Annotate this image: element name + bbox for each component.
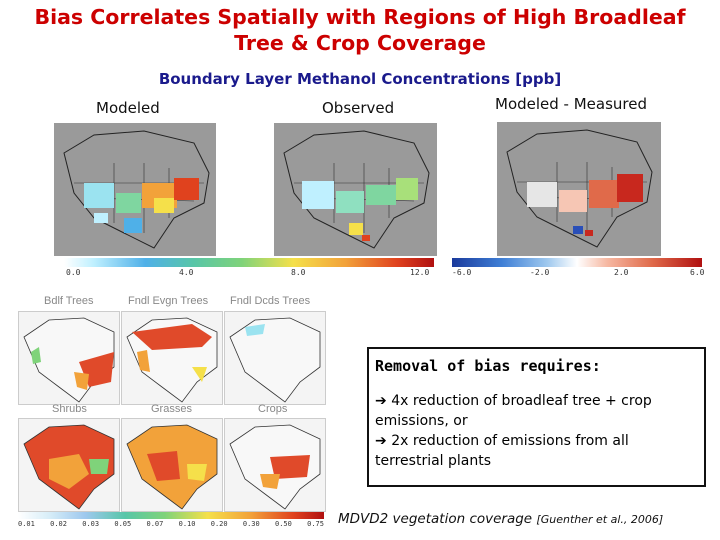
veg-map-crops: [224, 418, 326, 512]
veg-tick-0: 0.01: [18, 520, 35, 528]
observed-methanol-map: [274, 123, 437, 256]
diff-tick-2: 2.0: [614, 268, 629, 277]
conc-tick-3: 12.0: [410, 268, 430, 277]
bias-box-heading: Removal of bias requires:: [375, 357, 601, 375]
vegetation-colorbar: [18, 512, 324, 519]
bias-box-line-1: ➔ 4x reduction of broadleaf tree + crop: [375, 393, 652, 409]
veg-map-needleleaf-deciduous: [224, 311, 326, 405]
credit-main: MDVD2 vegetation coverage: [338, 511, 537, 527]
veg-tick-9: 0.75: [307, 520, 324, 528]
veg-tick-3: 0.05: [114, 520, 132, 528]
veg-label-needleleaf-evergreen: Fndl Evgn Trees: [128, 295, 209, 307]
veg-map-needleleaf-evergreen: [121, 311, 223, 405]
credit-citation: [Guenther et al., 2006]: [536, 513, 664, 526]
arrow-right-icon: ➔: [375, 393, 387, 409]
difference-methanol-map: [497, 122, 661, 256]
conc-tick-2: 8.0: [291, 268, 306, 277]
vegetation-colorbar-ticks: 0.01 0.02 0.03 0.05 0.07 0.10 0.20 0.30 …: [18, 520, 324, 528]
conc-tick-0: 0.0: [66, 268, 81, 277]
veg-label-needleleaf-deciduous: Fndl Dcds Trees: [230, 295, 311, 307]
concentration-colorbar: [64, 258, 434, 267]
figure-subtitle: Boundary Layer Methanol Concentrations […: [158, 70, 562, 88]
veg-map-broadleaf: [18, 311, 120, 405]
bias-box-line-2: ➔ 2x reduction of emissions from all: [375, 433, 629, 449]
diff-tick-3: 6.0: [690, 268, 705, 277]
vegetation-credit: MDVD2 vegetation coverage [Guenther et a…: [338, 511, 663, 527]
bias-box-line-2-cont: terrestrial plants: [375, 453, 492, 469]
slide-title-line-1: Bias Correlates Spatially with Regions o…: [34, 5, 686, 29]
diff-tick-0: -6.0: [452, 268, 472, 277]
veg-tick-5: 0.10: [178, 520, 196, 528]
diff-tick-1: -2.0: [530, 268, 550, 277]
arrow-right-icon: ➔: [375, 433, 387, 449]
veg-label-crops: Crops: [258, 403, 288, 415]
veg-tick-7: 0.30: [242, 520, 260, 528]
bias-box-line-1-text: 4x reduction of broadleaf tree + crop: [391, 393, 652, 409]
panel-label-difference: Modeled - Measured: [495, 95, 648, 113]
panel-label-observed: Observed: [322, 99, 395, 117]
veg-label-grasses: Grasses: [151, 403, 192, 415]
veg-tick-8: 0.50: [275, 520, 292, 528]
difference-colorbar: [452, 258, 702, 267]
bias-removal-box: Removal of bias requires: ➔ 4x reduction…: [367, 347, 706, 487]
conc-tick-1: 4.0: [179, 268, 194, 277]
veg-tick-6: 0.20: [210, 520, 228, 528]
veg-label-broadleaf: Bdlf Trees: [44, 295, 94, 307]
veg-map-shrubs: [18, 418, 120, 512]
veg-tick-4: 0.07: [146, 520, 164, 528]
veg-map-grasses: [121, 418, 223, 512]
panel-label-modeled: Modeled: [96, 99, 160, 117]
bias-box-line-1-cont: emissions, or: [375, 413, 468, 429]
slide-title-line-2: Tree & Crop Coverage: [234, 31, 486, 55]
slide-title: Bias Correlates Spatially with Regions o…: [0, 4, 720, 56]
veg-label-shrubs: Shrubs: [52, 403, 87, 415]
bias-box-line-2-text: 2x reduction of emissions from all: [391, 433, 629, 449]
veg-tick-2: 0.03: [82, 520, 100, 528]
veg-tick-1: 0.02: [50, 520, 67, 528]
modeled-methanol-map: [54, 123, 216, 256]
